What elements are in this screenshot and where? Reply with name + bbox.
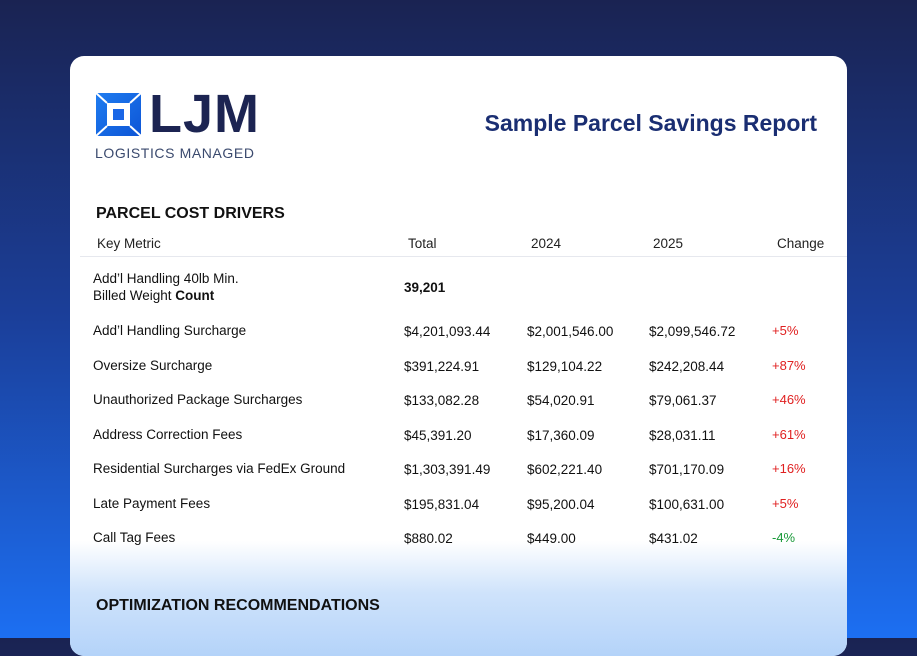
column-header: Total (408, 236, 437, 251)
metric-label: Unauthorized Package Surcharges (93, 392, 303, 407)
column-header: 2025 (653, 236, 684, 251)
logo-tagline: LOGISTICS MANAGED (95, 145, 255, 161)
value-2025: $701,170.09 (649, 462, 725, 477)
metric-label: Oversize Surcharge (93, 357, 213, 373)
metric-label: Call Tag Fees (93, 530, 176, 545)
metric-label: Billed Weight Count (93, 288, 214, 304)
column-header: Key Metric (97, 236, 161, 251)
change-value: +46% (772, 392, 806, 407)
count-total: 39,201 (404, 280, 446, 295)
total-value: $391,224.91 (404, 358, 480, 374)
section-title: OPTIMIZATION RECOMMENDATIONS (96, 597, 380, 614)
metric-label: Address Correction Fees (93, 426, 243, 442)
value-2025: $100,631.00 (649, 496, 725, 512)
metric-label: Billed Weight (93, 288, 176, 303)
value-2024: $449.00 (527, 531, 576, 546)
logo-icon (96, 93, 141, 136)
column-header: 2024 (531, 236, 562, 251)
change-value: +5% (772, 495, 799, 511)
change-value: +16% (772, 461, 806, 476)
total-value: $4,201,093.44 (404, 324, 491, 339)
value-2025: $242,208.44 (649, 358, 725, 374)
value-2025: $431.02 (649, 531, 698, 546)
column-header: Change (777, 236, 825, 251)
card-fade (70, 541, 847, 656)
change-value: +5% (772, 323, 799, 338)
report-card: LJM LOGISTICS MANAGED Sample Parcel Savi… (70, 56, 847, 656)
value-2024: $2,001,546.00 (527, 324, 614, 339)
logo-text: LJM (149, 84, 260, 144)
header-rule (80, 256, 847, 257)
total-value: $880.02 (404, 531, 453, 546)
total-value: $133,082.28 (404, 393, 480, 408)
total-value: $1,303,391.49 (404, 462, 491, 477)
value-2024: $95,200.04 (527, 496, 595, 512)
value-2024: $17,360.09 (527, 427, 595, 443)
metric-label: Add’l Handling 40lb Min. (93, 271, 239, 286)
value-2025: $28,031.11 (649, 427, 716, 443)
total-value: $195,831.04 (404, 496, 480, 512)
change-value: +87% (772, 357, 806, 373)
value-2024: $129,104.22 (527, 358, 603, 374)
metric-label: Residential Surcharges via FedEx Ground (93, 461, 346, 476)
change-value: +61% (772, 426, 806, 442)
metric-emphasis: Count (175, 288, 215, 303)
report-title: Sample Parcel Savings Report (484, 110, 817, 136)
value-2024: $54,020.91 (527, 393, 595, 408)
value-2025: $79,061.37 (649, 393, 717, 408)
metric-label: Add’l Handling Surcharge (93, 323, 247, 338)
value-2024: $602,221.40 (527, 462, 603, 477)
metric-label: Late Payment Fees (93, 495, 211, 511)
value-2025: $2,099,546.72 (649, 324, 736, 339)
section-title: PARCEL COST DRIVERS (96, 205, 285, 222)
change-value: -4% (772, 530, 796, 545)
total-value: $45,391.20 (404, 427, 472, 443)
